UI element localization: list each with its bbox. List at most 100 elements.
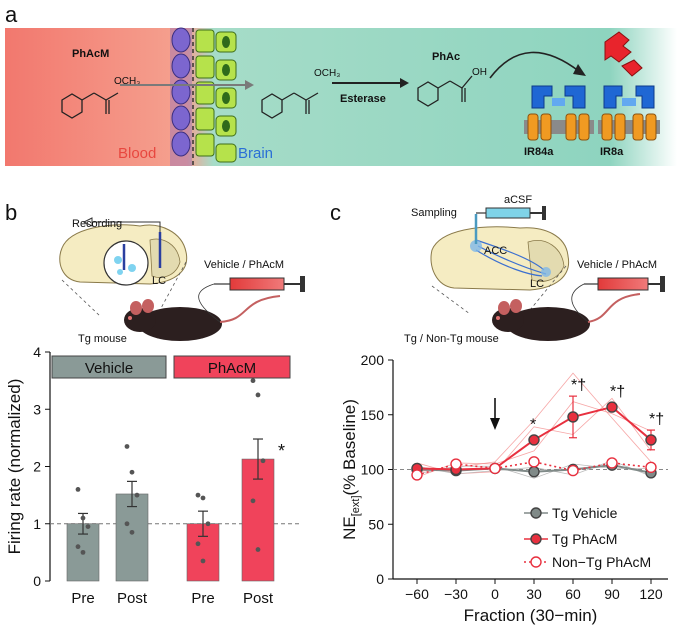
x-tick-label-c: −30	[444, 586, 468, 602]
vehicle-phacm-label-c: Vehicle / PhAcM	[577, 259, 657, 271]
data-point	[195, 541, 201, 547]
series-point-1	[645, 434, 657, 446]
legend-label: Tg PhAcM	[552, 531, 617, 547]
data-point	[255, 392, 261, 398]
y-tick-label-b: 4	[33, 344, 41, 360]
data-point	[195, 492, 201, 498]
phacm-molecule-brain	[261, 92, 319, 119]
significance-mark-c: *†	[571, 377, 586, 394]
endothelial-cells	[170, 27, 194, 166]
y-tick-label-c: 0	[376, 571, 384, 587]
series-point-0	[528, 465, 540, 478]
panel-b-label: b	[5, 200, 17, 225]
x-tick-label-b: Pre	[71, 590, 94, 607]
data-point	[250, 378, 256, 384]
x-tick-label-c: 60	[565, 586, 581, 602]
legend-label: Tg Vehicle	[552, 505, 618, 521]
y-tick-label-c: 50	[368, 516, 384, 532]
data-point	[200, 558, 206, 564]
bar	[115, 493, 149, 582]
acsf-label: aCSF	[504, 194, 532, 206]
panel-a-background	[5, 28, 677, 166]
data-point	[134, 492, 140, 498]
data-point	[255, 547, 261, 552]
recording-wire	[92, 221, 161, 232]
data-point	[80, 549, 86, 555]
phac-label: PhAc	[432, 51, 460, 63]
x-tick-label-b: Pre	[191, 590, 214, 607]
data-point	[80, 515, 86, 521]
y-tick-label-b: 1	[33, 516, 41, 532]
ir84a-label: IR84a	[524, 146, 554, 158]
series-point-1	[528, 434, 540, 446]
panel-c-label: c	[330, 200, 341, 225]
x-tick-label-c: 30	[526, 586, 542, 602]
y-tick-label-c: 150	[361, 407, 385, 423]
y-tick-label-b: 0	[33, 573, 41, 589]
panel-c: c Sampling aCSF ACC LC Tg / Non-Tg mou	[330, 194, 668, 625]
legend-label: Non−Tg PhAcM	[552, 554, 651, 570]
mouse-label-b: Tg mouse	[78, 333, 127, 345]
series-point-2	[489, 462, 501, 475]
data-point	[205, 521, 211, 527]
group-header-label-0: Vehicle	[85, 360, 133, 377]
injection-arrowhead	[490, 418, 500, 430]
methyl-label-1: OCH₃	[114, 76, 140, 87]
lc-zoom-circle	[103, 240, 149, 286]
series-point-1	[567, 411, 579, 423]
series-point-1	[606, 401, 618, 413]
brain-label: Brain	[238, 145, 273, 162]
y-tick-label-c: 200	[361, 352, 385, 368]
data-point	[75, 487, 81, 492]
y-tick-label-b: 2	[33, 459, 41, 475]
syringe-c	[571, 276, 665, 323]
ne-chart: 0 50 100 150 200 −60 −30 0 30 60 90 120 Fraction (30…	[340, 352, 668, 625]
firing-rate-chart: 0 1 2 3 4 Firing rate (normalized) Vehicle Pre P…	[5, 344, 300, 607]
ir8a-label: IR8a	[600, 146, 624, 158]
series-point-2	[606, 457, 618, 469]
panel-b: b Recording LC Tg mouse	[5, 200, 305, 607]
x-tick-label-c: 120	[639, 586, 663, 602]
legend-marker	[530, 507, 542, 519]
data-point	[250, 498, 256, 504]
significance-mark-c: *†	[649, 411, 664, 428]
significance-mark-b: *	[278, 441, 285, 461]
series-point-2	[567, 464, 579, 477]
y-tick-label-c: 100	[361, 462, 385, 478]
legend-marker	[530, 556, 542, 568]
esterase-label: Esterase	[340, 93, 386, 105]
receptor-ir84a	[524, 85, 594, 141]
group-header-0	[51, 355, 167, 379]
data-point	[129, 529, 135, 535]
data-point	[200, 495, 206, 501]
phac-molecule	[417, 75, 473, 107]
syringe-acsf	[476, 206, 546, 220]
data-point	[124, 521, 130, 527]
x-axis-label-c: Fraction (30−min)	[464, 606, 598, 625]
panel-a-label: a	[5, 2, 18, 27]
series-point-2	[450, 458, 462, 470]
cerebellum	[149, 238, 181, 278]
methyl-label-2: OCH₃	[314, 68, 340, 79]
phacm-molecule	[61, 92, 119, 119]
oh-label: OH	[472, 67, 487, 78]
mouse-label-c: Tg / Non-Tg mouse	[404, 333, 499, 345]
astrocyte-endfeet	[195, 29, 237, 163]
data-point	[260, 458, 266, 464]
x-tick-label-c: 90	[604, 586, 620, 602]
phacm-label: PhAcM	[72, 48, 109, 60]
binding-arrow	[489, 51, 581, 79]
receptor-ir8a	[598, 85, 660, 141]
group-header-1	[173, 355, 291, 379]
lc-label-c: LC	[530, 278, 544, 290]
significance-mark-c: *†	[610, 384, 625, 401]
data-point	[75, 544, 81, 550]
group-header-label-1: PhAcM	[208, 360, 256, 377]
y-tick-label-b: 3	[33, 401, 41, 417]
vehicle-phacm-label-b: Vehicle / PhAcM	[204, 259, 284, 271]
legend-marker	[530, 533, 542, 545]
acc-label: ACC	[484, 245, 507, 257]
mouse-b	[124, 295, 281, 341]
syringe-b	[198, 276, 305, 323]
data-point	[129, 469, 135, 475]
